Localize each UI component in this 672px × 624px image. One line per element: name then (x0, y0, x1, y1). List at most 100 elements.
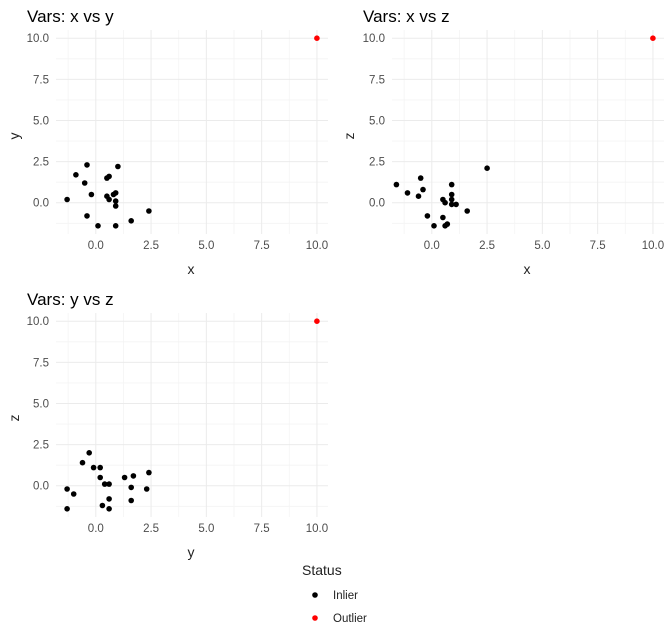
y-tick-label: 7.5 (33, 74, 49, 86)
inlier-point (88, 191, 95, 198)
inlier-point (448, 191, 455, 198)
outlier-point (314, 35, 320, 41)
inlier-point (95, 223, 101, 229)
inlier-point (112, 203, 119, 209)
inlier-point (130, 473, 137, 479)
x-tick-label: 10.0 (306, 240, 328, 252)
inlier-point (79, 459, 86, 466)
x-tick-label: 2.5 (479, 240, 495, 252)
x-tick-label: 2.5 (143, 523, 159, 535)
inlier-point (112, 198, 119, 204)
y-tick-label: 5.0 (369, 115, 385, 127)
inlier-point (448, 201, 455, 208)
outlier-point (314, 318, 320, 325)
inlier-point (106, 481, 112, 487)
y-axis-title: z (341, 133, 357, 140)
inlier-point (81, 180, 88, 186)
y-tick-label: 2.5 (33, 157, 49, 169)
inlier-point (121, 474, 128, 481)
inlier-point (106, 496, 112, 502)
x-tick-label: 0.0 (88, 523, 104, 535)
inlier-point (70, 491, 77, 497)
inlier-point (464, 208, 471, 214)
inlier-point (86, 450, 92, 456)
inlier-point (424, 213, 431, 219)
inlier-point (64, 196, 70, 203)
outlier-point (650, 35, 656, 41)
x-axis-title: y (188, 544, 195, 560)
x-tick-label: 0.0 (424, 240, 440, 252)
panel-y-vs-z: Vars: y vs z y z 0.0 2.5 5.0 7.5 10.0 0.0 2.5 5… (6, 290, 328, 560)
y-axis-title: y (6, 133, 22, 140)
inlier-point (146, 208, 152, 214)
inlier-point (448, 181, 455, 188)
inlier-point (97, 464, 103, 471)
x-tick-label: 10.0 (306, 523, 328, 535)
inlier-point (84, 213, 90, 219)
inlier-point (393, 181, 400, 188)
panel-title: Vars: x vs z (363, 7, 450, 26)
inlier-point (115, 163, 121, 170)
inlier-point (417, 175, 424, 181)
inlier-point (143, 486, 150, 492)
x-tick-label: 10.0 (642, 240, 664, 252)
inlier-point (420, 186, 426, 193)
y-tick-label: 7.5 (369, 74, 385, 86)
inlier-point (128, 497, 134, 504)
series-outlier (314, 35, 320, 41)
inlier-point (106, 173, 112, 180)
y-tick-label: 0.0 (33, 481, 49, 493)
y-tick-label: 0.0 (33, 198, 49, 210)
inlier-point (442, 223, 448, 229)
x-tick-label: 7.5 (590, 240, 606, 252)
inlier-point (84, 162, 90, 168)
y-tick-label: 5.0 (33, 115, 49, 127)
panel-x-vs-y: Vars: x vs y x y 0.0 2.5 5.0 7.5 10.0 0.0 2.5 5… (6, 7, 328, 277)
y-tick-label: 10.0 (363, 33, 385, 45)
x-tick-label: 2.5 (143, 240, 159, 252)
series-inlier (64, 162, 152, 229)
x-tick-label: 7.5 (254, 523, 270, 535)
y-tick-label: 5.0 (33, 398, 49, 410)
series-inlier (393, 165, 490, 229)
y-tick-label: 10.0 (27, 33, 49, 45)
legend-title: Status (302, 562, 342, 578)
inlier-point (101, 481, 108, 487)
inlier-point (484, 165, 490, 171)
inlier-point (99, 502, 106, 509)
x-tick-label: 5.0 (198, 523, 214, 535)
x-tick-label: 7.5 (254, 240, 270, 252)
x-tick-label: 5.0 (534, 240, 550, 252)
inlier-point (64, 486, 70, 492)
gridlines (392, 30, 664, 234)
gridlines (56, 313, 328, 517)
inlier-point (415, 193, 422, 199)
legend-key-outlier (312, 615, 318, 621)
series-outlier (314, 318, 320, 325)
y-tick-label: 2.5 (369, 157, 385, 169)
inlier-point (448, 196, 455, 203)
inlier-point (442, 199, 448, 206)
inlier-point (64, 506, 70, 512)
legend: Status Inlier Outlier (302, 562, 367, 624)
legend-label-outlier: Outlier (333, 613, 367, 624)
panel-title: Vars: y vs z (27, 290, 114, 309)
inlier-point (404, 190, 411, 196)
series-inlier (64, 450, 152, 512)
legend-label-inlier: Inlier (333, 590, 358, 602)
inlier-point (73, 172, 79, 178)
inlier-point (453, 201, 459, 208)
inlier-point (128, 218, 134, 224)
x-axis-title: x (524, 261, 531, 277)
x-tick-label: 5.0 (198, 240, 214, 252)
y-tick-label: 10.0 (27, 316, 49, 328)
inlier-point (128, 484, 134, 491)
inlier-point (97, 474, 103, 481)
inlier-point (106, 196, 112, 203)
panel-title: Vars: x vs y (27, 7, 114, 26)
legend-key-inlier (312, 592, 318, 598)
inlier-point (431, 223, 437, 229)
inlier-point (112, 190, 119, 196)
